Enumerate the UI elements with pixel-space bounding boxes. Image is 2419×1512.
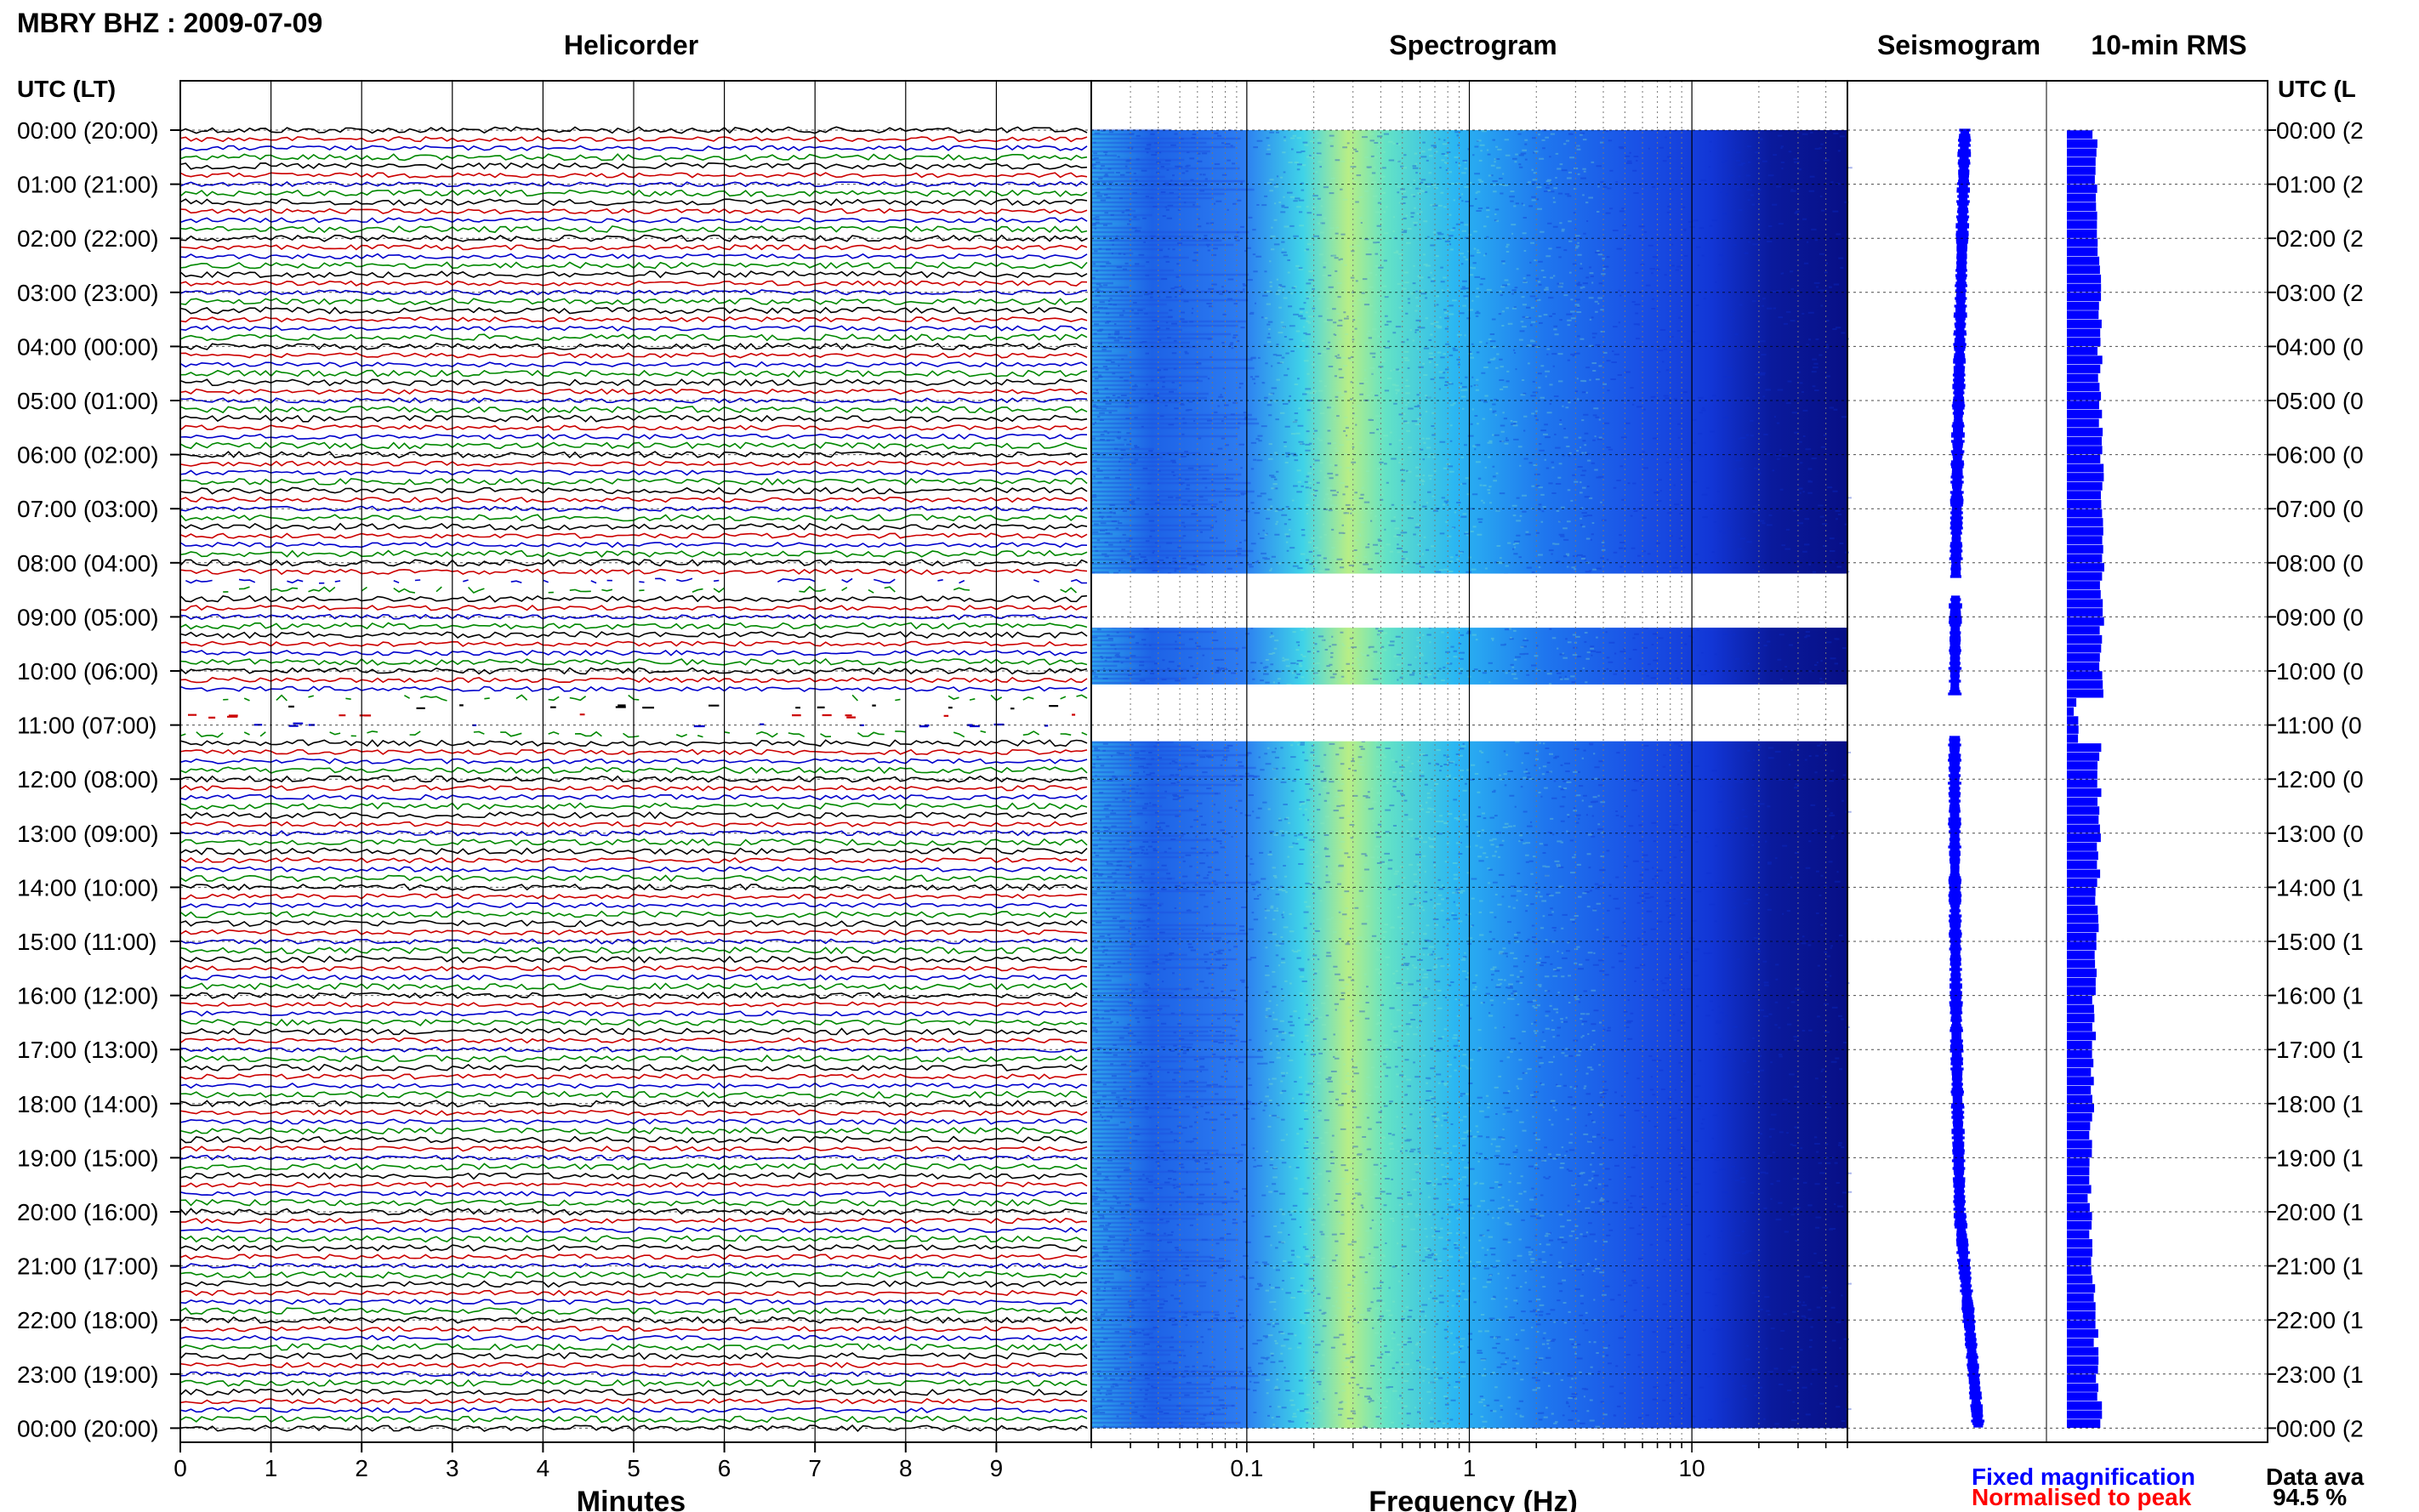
data-availability-label: Data ava [2266,1464,2365,1490]
seismogram-title: Seismogram [1877,30,2040,60]
utc-time-label-right: 21:00 (1 [2276,1253,2364,1280]
spectrogram-title: Spectrogram [1389,30,1557,60]
utc-time-label: 20:00 (16:00) [17,1199,159,1225]
rms-title: 10-min RMS [2091,30,2246,60]
utc-time-label-right: 02:00 (2 [2276,225,2364,252]
legend-normalised-to-peak: Normalised to peak [1972,1484,2192,1510]
utc-time-label: 00:00 (20:00) [17,1415,159,1441]
utc-time-label: 14:00 (10:00) [17,874,159,901]
frequency-axis-label: Frequency (Hz) [1369,1486,1578,1512]
helicorder-trace-line [223,587,1087,593]
minute-tick-label: 7 [808,1455,822,1481]
utc-time-label-right: 19:00 (1 [2276,1145,2364,1171]
utc-time-label-right: 05:00 (0 [2276,388,2364,414]
utc-time-label-right: 15:00 (1 [2276,929,2364,955]
utc-time-label-right: 00:00 (2 [2276,1415,2364,1441]
minute-tick-label: 3 [446,1455,459,1481]
utc-time-label: 08:00 (04:00) [17,550,159,577]
utc-time-label-right: 20:00 (1 [2276,1199,2364,1225]
utc-time-label-right: 03:00 (2 [2276,280,2364,306]
helicorder-trace-line [185,577,1088,584]
utc-time-label-right: 12:00 (0 [2276,766,2364,793]
utc-time-label: 05:00 (01:00) [17,388,159,414]
utc-time-label: 02:00 (22:00) [17,225,159,252]
utc-time-label: 18:00 (14:00) [17,1091,159,1117]
utc-time-label-right: 16:00 (1 [2276,983,2364,1009]
utc-time-label-right: 04:00 (0 [2276,333,2364,360]
utc-time-label: 21:00 (17:00) [17,1253,159,1280]
utc-time-label-right: 06:00 (0 [2276,442,2364,469]
utc-time-label: 00:00 (20:00) [17,117,159,144]
utc-time-label-right: 07:00 (0 [2276,496,2364,522]
left-axis-label: UTC (LT) [17,76,116,102]
utc-time-label-right: 01:00 (2 [2276,172,2364,198]
utc-time-label: 07:00 (03:00) [17,496,159,522]
helicorder-trace-fragment [288,704,1059,710]
utc-time-label: 19:00 (15:00) [17,1145,159,1171]
utc-time-label: 22:00 (18:00) [17,1307,159,1333]
utc-time-label-right: 10:00 (0 [2276,658,2364,685]
utc-time-label: 10:00 (06:00) [17,658,159,685]
data-availability-value: 94.5 % [2273,1484,2347,1510]
seismogram-trace [1948,128,1985,1428]
helicorder-trace-fragment [188,713,1076,719]
minute-tick-label: 6 [718,1455,731,1481]
utc-time-label-right: 11:00 (0 [2276,713,2362,739]
utc-time-label-right: 22:00 (1 [2276,1307,2364,1333]
helicorder-trace-line [223,694,1088,702]
utc-time-label-right: 23:00 (1 [2276,1361,2364,1388]
seismogram-rms-frame [1847,80,2268,1443]
utc-time-label-right: 08:00 (0 [2276,550,2364,577]
axis-tick-labels: 0 1 2 3 4 5 6 7 8 9 0.1 1 10 [174,1455,1705,1481]
utc-time-label: 04:00 (00:00) [17,333,159,360]
utc-time-label: 16:00 (12:00) [17,983,159,1009]
utc-time-label-right: 17:00 (1 [2276,1037,2364,1063]
rms-panel [2067,130,2104,1429]
utc-time-label-right: 09:00 (0 [2276,604,2364,630]
panel-frames [179,80,2268,1443]
utc-time-label: 12:00 (08:00) [17,766,159,793]
utc-time-label-right: 13:00 (0 [2276,821,2364,847]
hour-gridlines [180,129,2268,1429]
time-labels: 00:00 (20:00) 01:00 (21:00) 02:00 (22:00) 0… [17,117,2364,1441]
helicorder-title: Helicorder [564,30,698,60]
utc-time-label: 01:00 (21:00) [17,172,159,198]
utc-time-label: 09:00 (05:00) [17,604,159,630]
minute-tick-label: 8 [899,1455,913,1481]
frequency-tick-label: 1 [1463,1455,1477,1481]
seismogram-panel [1948,128,1985,1428]
utc-time-label: 17:00 (13:00) [17,1037,159,1063]
spectrogram-grid [1090,81,1848,1452]
utc-time-label: 15:00 (11:00) [17,929,157,955]
minute-tick-label: 9 [990,1455,1004,1481]
minutes-axis-label: Minutes [577,1486,686,1512]
frequency-tick-label: 0.1 [1230,1455,1263,1481]
minute-tick-label: 5 [627,1455,640,1481]
utc-time-label-right: 18:00 (1 [2276,1091,2364,1117]
utc-time-label-right: 00:00 (2 [2276,117,2364,144]
utc-time-label: 06:00 (02:00) [17,442,159,469]
utc-time-label: 03:00 (23:00) [17,280,159,306]
utc-time-label: 13:00 (09:00) [17,821,159,847]
helicorder-grid [179,81,998,1452]
utc-time-label: 23:00 (19:00) [17,1361,159,1388]
minute-tick-label: 1 [265,1455,278,1481]
figure-title: MBRY BHZ : 2009-07-09 [17,8,322,38]
minute-tick-label: 0 [174,1455,187,1481]
minute-tick-label: 4 [537,1455,550,1481]
rms-bars [2067,130,2104,1429]
utc-time-label-right: 14:00 (1 [2276,874,2364,901]
minute-tick-label: 2 [355,1455,368,1481]
helicorder-trace-line [179,730,1088,738]
utc-time-label: 11:00 (07:00) [17,713,157,739]
frequency-tick-label: 10 [1679,1455,1705,1481]
legend-fixed-magnification: Fixed magnification [1972,1464,2195,1490]
right-axis-label: UTC (L [2278,76,2356,102]
